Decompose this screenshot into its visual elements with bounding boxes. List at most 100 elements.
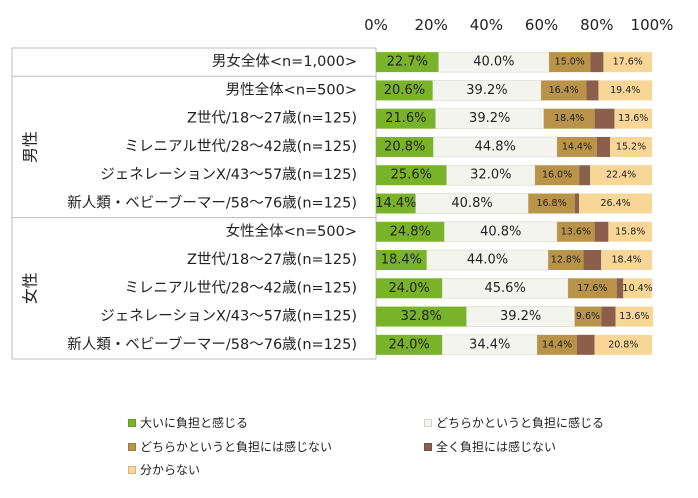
bar-segment bbox=[548, 250, 584, 271]
bar-segment bbox=[549, 52, 591, 73]
category-label: 女性全体<n=500> bbox=[226, 222, 357, 240]
bar-segment bbox=[376, 306, 467, 327]
data-label: 24.0% bbox=[388, 281, 429, 296]
category-label: Z世代/18～27歳(n=125) bbox=[187, 110, 357, 127]
data-label: 20.6% bbox=[384, 83, 425, 98]
data-label: 16.8% bbox=[536, 198, 566, 209]
data-label: 18.4% bbox=[381, 253, 422, 268]
bar-segment bbox=[615, 306, 654, 327]
bar-segment bbox=[537, 334, 577, 355]
x-tick-label: 0% bbox=[364, 16, 388, 34]
data-label: 39.2% bbox=[469, 111, 510, 126]
group-label: 女性 bbox=[21, 272, 40, 304]
data-label: 17.6% bbox=[613, 57, 643, 68]
bar-segment bbox=[590, 52, 604, 73]
bar-segment bbox=[376, 250, 427, 271]
bar-segment bbox=[376, 108, 436, 129]
bar-segment bbox=[376, 52, 439, 73]
data-label: 39.2% bbox=[466, 83, 507, 98]
bar-segment bbox=[541, 80, 587, 101]
bar-segment bbox=[594, 108, 615, 129]
bar-segment bbox=[590, 165, 652, 186]
data-label: 25.6% bbox=[391, 168, 432, 183]
legend-swatch bbox=[128, 418, 136, 427]
bar-segment bbox=[376, 80, 433, 101]
data-label: 13.6% bbox=[561, 226, 591, 237]
data-label: 9.6% bbox=[576, 311, 600, 322]
data-label: 34.4% bbox=[469, 337, 510, 352]
data-label: 45.6% bbox=[485, 281, 526, 296]
category-label: 男性全体<n=500> bbox=[226, 80, 357, 98]
x-tick-label: 80% bbox=[580, 16, 613, 34]
data-label: 24.0% bbox=[388, 337, 429, 352]
data-label: 39.2% bbox=[500, 309, 541, 324]
data-label: 10.4% bbox=[623, 283, 653, 294]
legend-label: 大いに負担と感じる bbox=[140, 416, 249, 430]
data-label: 26.4% bbox=[600, 198, 630, 209]
data-label: 15.0% bbox=[555, 57, 585, 68]
category-label: ジェネレーションX/43～57歳(n=125) bbox=[100, 166, 357, 183]
data-label: 13.6% bbox=[618, 113, 648, 124]
bar-segment bbox=[623, 278, 652, 299]
data-label: 16.0% bbox=[542, 170, 572, 181]
data-label: 40.8% bbox=[480, 224, 521, 239]
bar-segment bbox=[543, 108, 595, 129]
bar-segment bbox=[579, 193, 652, 214]
data-label: 12.8% bbox=[551, 255, 581, 266]
bar-segment bbox=[376, 334, 443, 355]
data-label: 18.4% bbox=[554, 113, 584, 124]
bar-segment bbox=[576, 334, 595, 355]
bar-segment bbox=[603, 52, 652, 73]
data-label: 14.4% bbox=[542, 339, 572, 350]
data-label: 15.8% bbox=[615, 226, 645, 237]
data-label: 22.7% bbox=[387, 55, 428, 70]
bar-segment bbox=[574, 306, 602, 327]
data-label: 14.4% bbox=[562, 141, 592, 152]
data-label: 22.4% bbox=[606, 170, 636, 181]
bar-segment bbox=[534, 165, 580, 186]
legend-item: 大いに負担と感じる bbox=[128, 414, 248, 431]
data-label: 32.8% bbox=[401, 309, 442, 324]
bar-segment bbox=[614, 108, 652, 129]
legend-swatch bbox=[128, 442, 136, 451]
bar-segment bbox=[586, 80, 599, 101]
bar-segment bbox=[376, 193, 416, 214]
bar-segment bbox=[598, 80, 652, 101]
legend-swatch bbox=[424, 418, 432, 427]
bar-segment bbox=[579, 165, 591, 186]
bar-segment bbox=[376, 136, 434, 157]
data-label: 13.6% bbox=[619, 311, 649, 322]
bar-segment bbox=[433, 136, 558, 158]
bar-segment bbox=[594, 221, 609, 242]
data-label: 44.0% bbox=[467, 253, 508, 268]
x-tick-label: 100% bbox=[631, 16, 674, 34]
data-label: 18.4% bbox=[612, 255, 642, 266]
data-label: 44.8% bbox=[475, 139, 516, 154]
group-label: 男性 bbox=[21, 131, 40, 163]
category-label: Z世代/18～27歳(n=125) bbox=[187, 251, 357, 268]
bar-segment bbox=[596, 136, 611, 157]
legend-item: 全く負担には感じない bbox=[424, 438, 556, 455]
category-label: ジェネレーションX/43～57歳(n=125) bbox=[100, 308, 357, 325]
category-label: 新人類・ベビーブーマー/58～76歳(n=125) bbox=[67, 335, 357, 353]
x-tick-label: 60% bbox=[525, 16, 558, 34]
data-label: 20.8% bbox=[384, 139, 425, 154]
data-label: 40.0% bbox=[473, 55, 514, 70]
bar-segment bbox=[376, 221, 445, 242]
legend-swatch bbox=[424, 442, 432, 451]
data-label: 32.0% bbox=[470, 168, 511, 183]
bar-segment bbox=[441, 334, 538, 356]
bar-segment bbox=[601, 306, 616, 327]
legend-swatch bbox=[128, 465, 136, 474]
bar-segment bbox=[601, 250, 652, 271]
category-label: ミレニアル世代/28～42歳(n=125) bbox=[125, 138, 357, 155]
bar-segment bbox=[616, 278, 624, 299]
bar-segment bbox=[528, 193, 575, 214]
bar-segment bbox=[557, 136, 597, 157]
data-label: 21.6% bbox=[385, 111, 426, 126]
data-label: 19.4% bbox=[610, 85, 640, 96]
data-label: 24.8% bbox=[390, 224, 431, 239]
bar-segment bbox=[568, 278, 617, 299]
data-label: 16.4% bbox=[549, 85, 579, 96]
